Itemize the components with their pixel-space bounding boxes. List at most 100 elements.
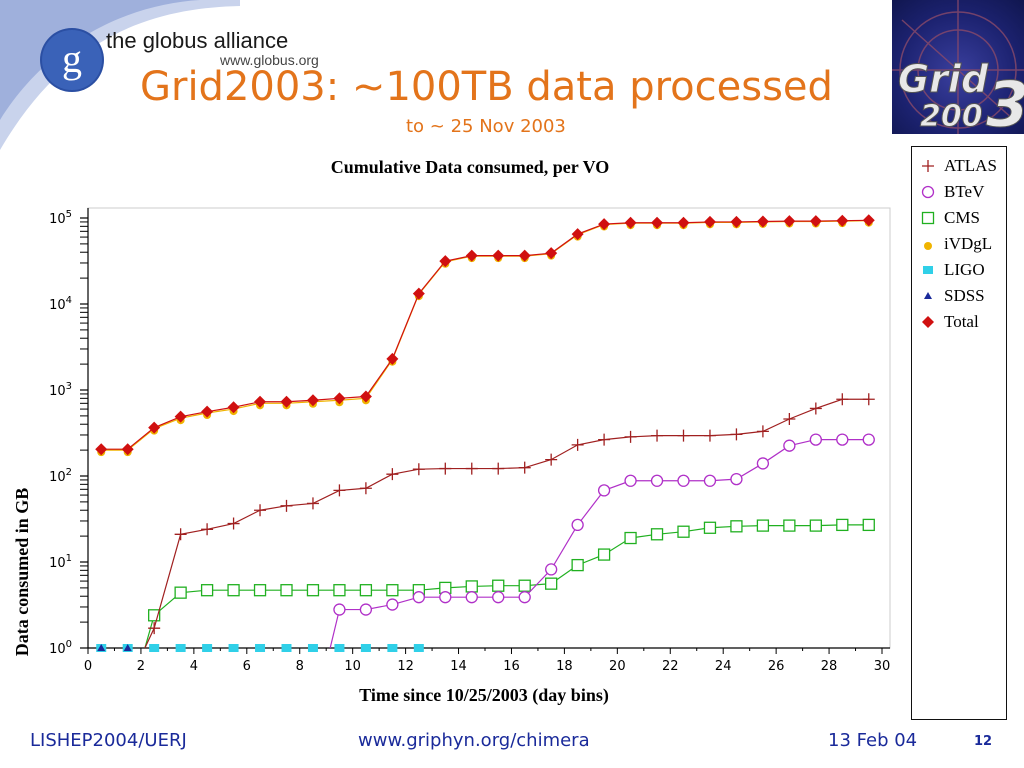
data-point-atlas xyxy=(598,433,611,446)
data-point-cms xyxy=(227,584,240,597)
data-point-atlas xyxy=(386,468,399,481)
data-point-total xyxy=(783,215,796,228)
y-tick-exponent: 3 xyxy=(66,381,72,392)
series-btev xyxy=(329,433,875,649)
legend-marker-shape xyxy=(921,211,935,225)
data-point-ligo xyxy=(307,644,318,652)
data-point-ligo xyxy=(334,644,345,652)
data-point-btev xyxy=(650,474,664,487)
x-tick-label: 26 xyxy=(768,659,785,674)
x-tick-label: 0 xyxy=(84,659,92,674)
x-tick-label: 22 xyxy=(662,659,679,674)
data-point-ligo xyxy=(281,644,292,652)
data-point-cms xyxy=(359,584,373,597)
data-point-cms xyxy=(518,579,531,592)
legend-label: ATLAS xyxy=(944,156,997,175)
data-point-cms xyxy=(333,584,346,597)
data-point-atlas xyxy=(703,429,716,442)
legend-marker-cms xyxy=(921,211,935,225)
series-line-cms xyxy=(144,524,869,649)
legend-marker-shape xyxy=(924,242,932,250)
legend-marker-btev xyxy=(921,185,935,199)
data-point-atlas xyxy=(756,425,769,438)
legend-label: Total xyxy=(944,312,979,331)
series-sdss xyxy=(97,644,132,651)
data-point-total xyxy=(201,405,214,418)
x-axis-label: Time since 10/25/2003 (day bins) xyxy=(359,685,609,706)
data-point-atlas xyxy=(624,430,637,443)
data-point-total xyxy=(677,216,690,229)
data-point-btev xyxy=(333,603,346,616)
legend-marker-shape xyxy=(923,266,933,274)
x-tick-label: 12 xyxy=(397,659,414,674)
data-point-btev xyxy=(624,474,637,487)
grid-logo-digit: 3 xyxy=(986,68,1024,134)
x-tick-label: 10 xyxy=(344,659,361,674)
data-point-btev xyxy=(703,474,717,487)
data-point-atlas xyxy=(280,499,293,512)
y-tick-label: 100 xyxy=(49,639,72,657)
data-point-total xyxy=(412,287,425,300)
y-tick-exponent: 2 xyxy=(66,467,72,478)
data-point-cms xyxy=(730,520,743,533)
chart-area: Cumulative Data consumed, per VO Time si… xyxy=(0,140,910,720)
data-point-btev xyxy=(518,591,531,604)
data-point-btev xyxy=(465,591,478,604)
grid2003-logo: Grid 200 3 xyxy=(892,0,1024,134)
y-tick-exponent: 0 xyxy=(66,639,72,650)
svg-text:g: g xyxy=(62,36,82,81)
series-line-btev xyxy=(329,439,869,649)
data-point-total xyxy=(254,395,267,408)
data-point-atlas xyxy=(359,482,372,495)
data-point-cms xyxy=(174,586,187,599)
data-point-ligo xyxy=(149,644,160,652)
data-point-btev xyxy=(809,433,822,446)
data-point-cms xyxy=(148,609,161,622)
data-point-btev xyxy=(756,457,770,470)
data-point-btev xyxy=(386,598,399,611)
data-point-atlas xyxy=(492,462,505,475)
slide-subtitle: to ~ 25 Nov 2003 xyxy=(406,116,566,137)
data-point-ligo xyxy=(255,644,266,652)
y-tick-label: 101 xyxy=(49,553,72,571)
legend-marker-atlas xyxy=(922,160,934,172)
data-point-cms xyxy=(597,548,611,561)
legend-marker-total xyxy=(922,316,934,328)
y-tick-label: 103 xyxy=(49,381,72,399)
data-point-atlas xyxy=(333,484,346,497)
data-point-total xyxy=(174,410,187,423)
legend-item-ivdgl: iVDgL xyxy=(920,234,992,254)
data-point-total xyxy=(121,443,134,456)
data-point-btev xyxy=(783,439,796,452)
legend-marker-shape xyxy=(922,316,934,328)
data-point-btev xyxy=(677,474,690,487)
data-point-cms xyxy=(650,528,664,541)
legend-marker-ligo xyxy=(923,266,933,274)
legend-label: LIGO xyxy=(944,260,985,279)
data-point-cms xyxy=(677,525,690,538)
data-point-btev xyxy=(836,433,849,446)
data-point-ligo xyxy=(202,644,213,652)
data-point-btev xyxy=(730,472,743,486)
series-total xyxy=(95,214,875,456)
legend-label: BTeV xyxy=(944,182,985,201)
chart-title: Cumulative Data consumed, per VO xyxy=(331,157,609,177)
data-point-total xyxy=(95,443,108,456)
series-cms xyxy=(144,518,875,649)
data-point-atlas xyxy=(651,429,664,442)
data-point-atlas xyxy=(174,528,187,541)
page-number: 12 xyxy=(974,734,993,749)
data-point-total xyxy=(809,215,822,228)
data-point-total xyxy=(306,394,319,407)
data-point-cms xyxy=(571,558,584,572)
globus-logo-icon: g xyxy=(40,28,104,92)
data-point-cms xyxy=(253,584,267,597)
data-point-cms xyxy=(280,584,293,597)
data-point-atlas xyxy=(730,428,743,441)
series-atlas xyxy=(144,393,875,649)
y-tick-exponent: 5 xyxy=(66,209,72,220)
data-point-btev xyxy=(492,591,505,604)
data-point-atlas xyxy=(545,453,558,466)
data-point-total xyxy=(730,215,743,228)
data-point-total xyxy=(280,395,293,408)
